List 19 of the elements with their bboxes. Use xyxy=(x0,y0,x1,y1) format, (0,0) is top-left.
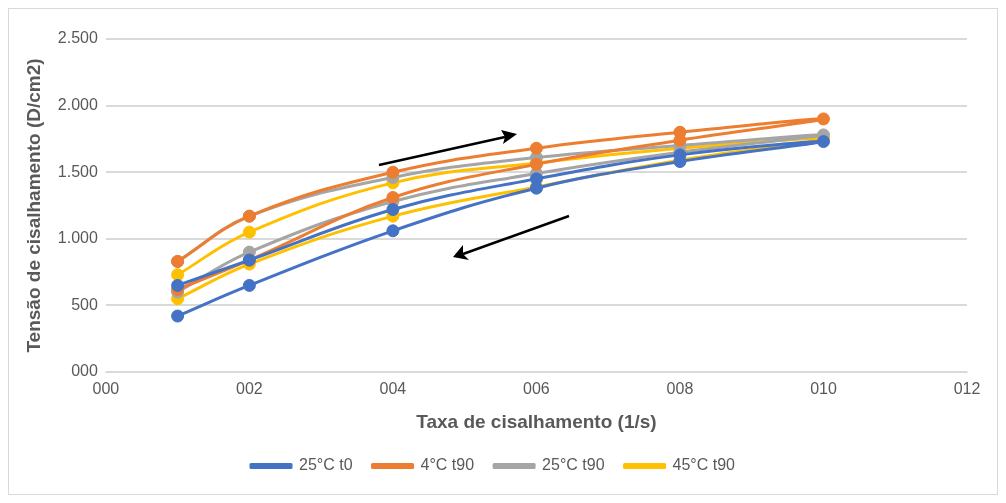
y-tick-label: 2.500 xyxy=(57,29,98,47)
y-tick-label: 1.000 xyxy=(57,229,98,247)
legend-label: 25°C t90 xyxy=(542,456,605,474)
x-tick-label: 008 xyxy=(666,380,694,398)
y-tick-label: 1.500 xyxy=(57,162,98,180)
x-tick-label: 000 xyxy=(92,380,120,398)
legend-label: 25°C t0 xyxy=(299,456,353,474)
x-tick-label: 002 xyxy=(236,380,263,398)
y-tick-label: 2.000 xyxy=(57,96,98,114)
y-axis-title: Tensão de cisalhamento (D/cm2) xyxy=(22,58,44,353)
x-tick-label: 006 xyxy=(523,380,550,398)
x-tick-label: 012 xyxy=(953,380,981,398)
x-axis-title: Taxa de cisalhamento (1/s) xyxy=(416,410,657,432)
legend-label: 45°C t90 xyxy=(672,456,736,474)
y-tick-label: 000 xyxy=(71,362,98,380)
legend-label: 4°C t90 xyxy=(420,456,475,474)
x-tick-label: 010 xyxy=(810,380,837,398)
y-tick-label: 500 xyxy=(71,295,98,313)
x-tick-label: 004 xyxy=(379,380,407,398)
